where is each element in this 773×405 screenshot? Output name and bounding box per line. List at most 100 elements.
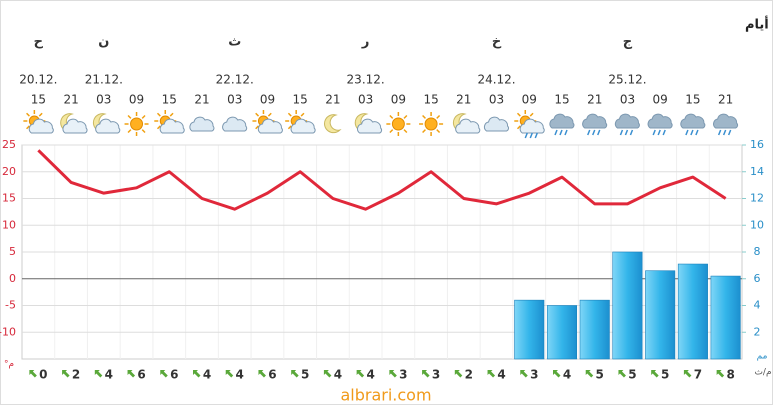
wind-arrow bbox=[356, 370, 365, 378]
wind-arrow bbox=[651, 370, 659, 378]
wind-speed: 8 bbox=[726, 368, 734, 382]
wind-speed: 4 bbox=[203, 368, 211, 382]
sun-ray bbox=[38, 112, 43, 117]
wind-arrow bbox=[62, 370, 70, 378]
sun-ray bbox=[529, 112, 534, 117]
rain bbox=[554, 129, 558, 136]
y2-tick-label: 2 bbox=[754, 325, 761, 338]
wind-arrow bbox=[716, 370, 725, 378]
sun-ray bbox=[516, 125, 521, 130]
day-date: 21.12. bbox=[85, 73, 123, 87]
wind-speed: 5 bbox=[596, 368, 604, 382]
precipitation-bar bbox=[546, 305, 578, 360]
hour-label: 15 bbox=[293, 93, 308, 107]
rain bbox=[534, 132, 538, 139]
hour-label: 09 bbox=[653, 93, 668, 107]
cloud bbox=[62, 118, 88, 134]
cloud bbox=[680, 113, 706, 129]
wind-arrow bbox=[585, 370, 594, 378]
sun-ray bbox=[255, 125, 260, 130]
y-tick-label: -5 bbox=[5, 299, 16, 312]
day-name: ث bbox=[228, 35, 241, 50]
sun-ray bbox=[389, 129, 394, 134]
sun-ray bbox=[127, 129, 132, 134]
y-tick-label: -10 bbox=[0, 325, 16, 338]
sun-ray bbox=[156, 125, 161, 130]
rain bbox=[717, 129, 722, 136]
y2-axis-label: مم bbox=[757, 352, 768, 362]
hour-label: 21 bbox=[587, 93, 602, 107]
day-date: 23.12. bbox=[347, 73, 385, 87]
rain bbox=[690, 129, 694, 136]
y-tick-label: 15 bbox=[2, 192, 16, 205]
cloud bbox=[549, 113, 575, 129]
sun-ray bbox=[26, 112, 30, 117]
wind-speed: 3 bbox=[399, 368, 407, 382]
cloud bbox=[647, 113, 673, 129]
hour-label: 09 bbox=[391, 93, 406, 107]
wind-speed: 2 bbox=[465, 368, 473, 382]
hour-label: 15 bbox=[162, 93, 177, 107]
sun-ray bbox=[287, 112, 292, 117]
sun-ray bbox=[169, 112, 174, 117]
rain bbox=[524, 132, 528, 139]
rain bbox=[652, 129, 656, 136]
sun-ray bbox=[389, 114, 394, 119]
wind-arrow bbox=[683, 370, 692, 378]
day-name: ح bbox=[34, 35, 44, 50]
wind-arrow bbox=[389, 370, 397, 378]
day-name: ن bbox=[98, 35, 109, 50]
sun-ray bbox=[127, 114, 132, 119]
wind-arrow bbox=[225, 370, 234, 378]
day-date: 24.12. bbox=[477, 73, 515, 87]
hour-label: 09 bbox=[129, 93, 144, 107]
hour-label: 03 bbox=[358, 93, 373, 107]
rain bbox=[657, 129, 661, 136]
wind-arrow bbox=[454, 370, 463, 378]
wind-arrow bbox=[618, 370, 626, 378]
rain bbox=[695, 129, 699, 136]
sun-ray bbox=[516, 112, 521, 117]
wind-speed: 6 bbox=[268, 368, 276, 382]
wind-speed: 5 bbox=[628, 368, 636, 382]
precipitation-bar bbox=[612, 251, 643, 360]
precipitation-bar bbox=[579, 299, 610, 360]
hour-label: 15 bbox=[685, 93, 700, 107]
cloud bbox=[257, 118, 283, 134]
hour-label: 15 bbox=[554, 93, 569, 107]
wind-speed: 2 bbox=[72, 368, 80, 382]
wind-speed: 4 bbox=[334, 368, 342, 382]
hour-label: 03 bbox=[489, 93, 504, 107]
cloud bbox=[290, 118, 316, 134]
y2-tick-label: 6 bbox=[754, 272, 761, 285]
sun-ray bbox=[267, 112, 272, 117]
rain bbox=[597, 129, 601, 136]
rain bbox=[685, 129, 689, 136]
wind-arrow bbox=[520, 370, 528, 378]
sun-ray bbox=[403, 129, 408, 134]
hour-label: 21 bbox=[194, 93, 209, 107]
rain bbox=[587, 129, 591, 136]
y-tick-label: 5 bbox=[9, 245, 16, 258]
y-axis-label: °م bbox=[4, 360, 14, 370]
temperature-line bbox=[37, 149, 727, 211]
day-date: 22.12. bbox=[216, 73, 254, 87]
y-tick-label: 0 bbox=[9, 272, 16, 285]
cloud bbox=[357, 118, 383, 134]
wind-speed: 3 bbox=[530, 368, 538, 382]
y2-tick-label: 16 bbox=[750, 138, 764, 151]
hour-label: 09 bbox=[522, 93, 537, 107]
cloud bbox=[455, 118, 481, 134]
rain bbox=[564, 129, 568, 136]
day-name: ر bbox=[361, 35, 369, 50]
sun-ray bbox=[300, 112, 305, 117]
cloud bbox=[189, 116, 215, 132]
cloud bbox=[483, 116, 509, 132]
y2-tick-label: 12 bbox=[750, 192, 764, 205]
cloud bbox=[95, 118, 121, 134]
rain bbox=[529, 132, 533, 139]
wind-speed: 3 bbox=[432, 368, 440, 382]
hour-label: 03 bbox=[96, 93, 111, 107]
rain bbox=[624, 129, 629, 136]
